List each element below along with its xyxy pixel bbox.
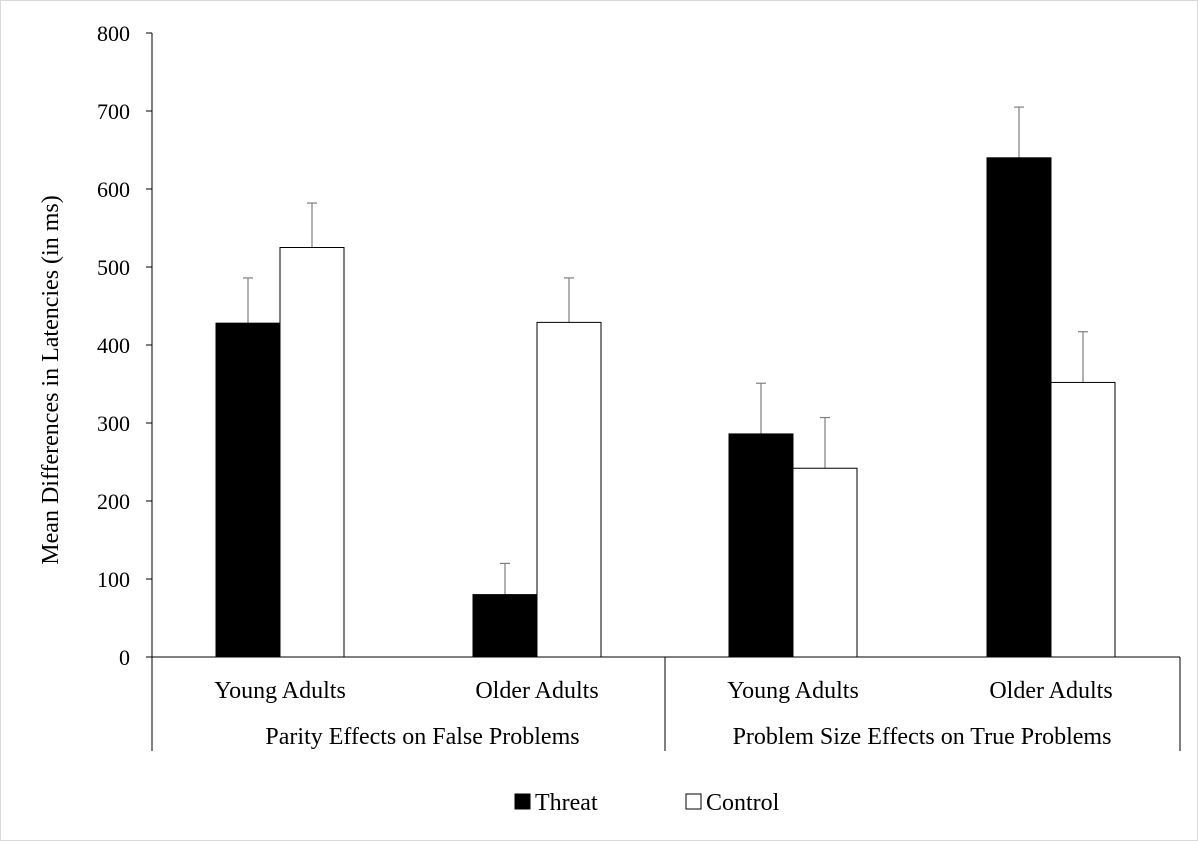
legend-label: Control: [706, 790, 780, 816]
y-tick-label: 400: [97, 333, 130, 358]
bar-threat: [986, 157, 1052, 658]
y-tick-label: 0: [119, 645, 130, 670]
plot-area: 0 100 200 300 400 500 600 700 800 Young Adults Old…: [97, 21, 1181, 816]
bar-threat: [472, 594, 538, 658]
x-category-label: Older Adults: [989, 678, 1112, 704]
x-category-label: Older Adults: [475, 678, 598, 704]
bar-control: [536, 321, 602, 658]
y-tick-label: 100: [97, 567, 130, 592]
bar-control: [1050, 381, 1116, 658]
y-tick-label: 300: [97, 411, 130, 436]
legend-swatch-threat: [514, 793, 531, 810]
y-tick-label: 200: [97, 489, 130, 514]
bar-threat: [215, 322, 281, 658]
y-tick-label: 700: [97, 99, 130, 124]
y-tick-label: 600: [97, 177, 130, 202]
x-group-label: Problem Size Effects on True Problems: [733, 724, 1112, 750]
bar-control: [279, 247, 345, 658]
y-axis-title: Mean Differences in Latencies (in ms): [38, 195, 64, 564]
x-category-label: Young Adults: [214, 678, 346, 704]
legend-label: Threat: [535, 790, 598, 816]
y-tick-label: 800: [97, 21, 130, 46]
y-tick-label: 500: [97, 255, 130, 280]
legend-swatch-control: [685, 793, 702, 810]
x-category-label: Young Adults: [727, 678, 859, 704]
bar-threat: [728, 433, 794, 658]
bar-control: [792, 467, 858, 658]
x-group-label: Parity Effects on False Problems: [265, 724, 579, 750]
